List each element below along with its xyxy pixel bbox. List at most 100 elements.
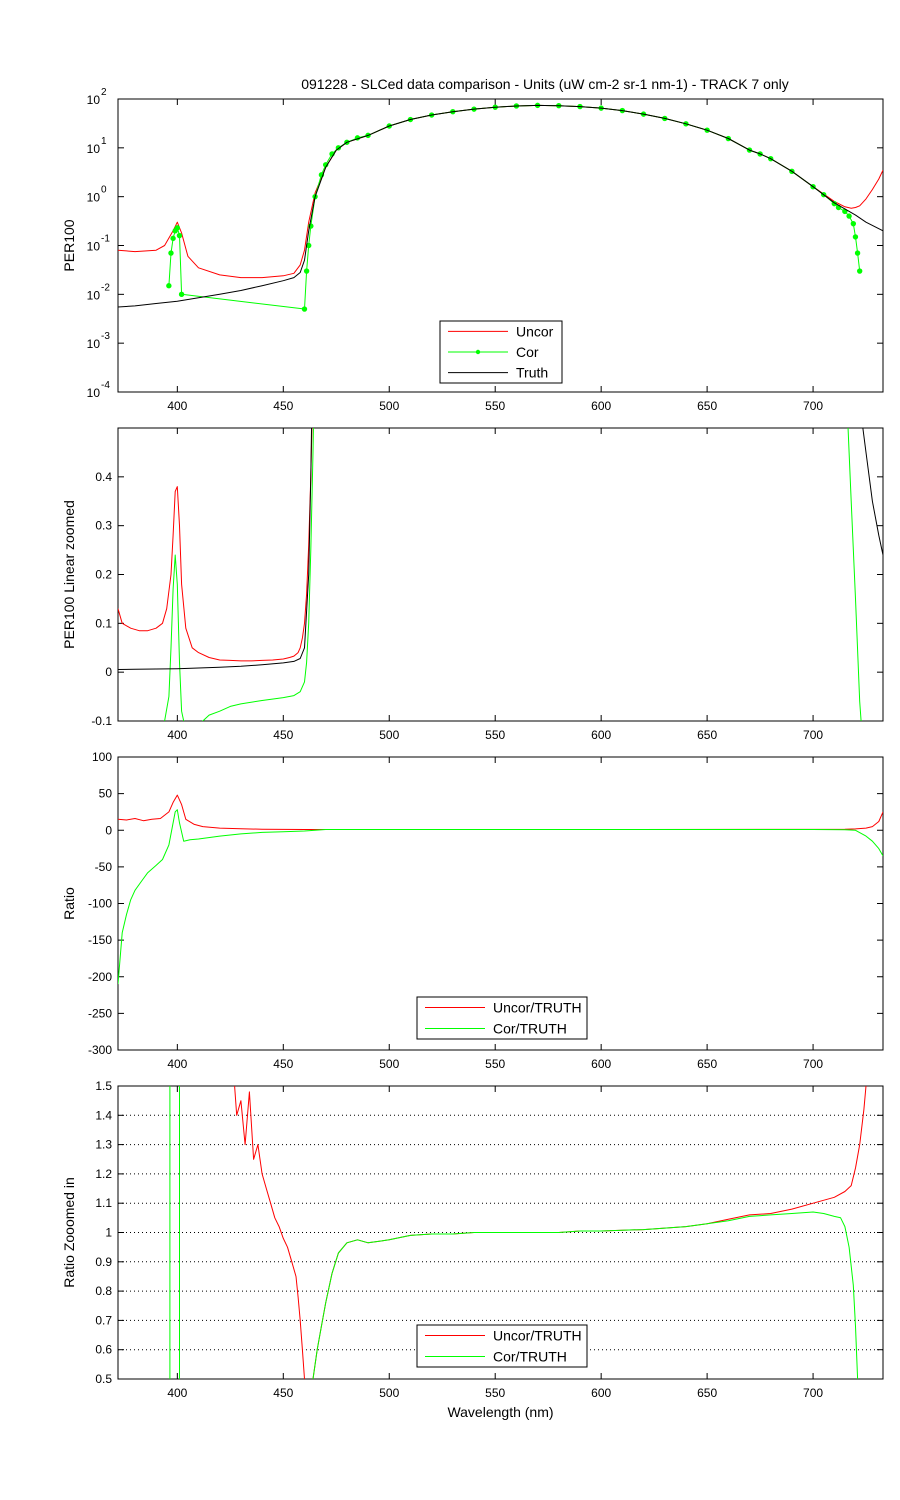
y-tick-label: 0.7 xyxy=(95,1313,112,1327)
y-tick-label: 10 xyxy=(87,191,101,205)
legend: Uncor/TRUTH Cor/TRUTH xyxy=(416,1324,588,1368)
x-tick-label: 650 xyxy=(697,399,717,413)
x-tick-label: 550 xyxy=(485,1057,505,1071)
legend-label: Cor/TRUTH xyxy=(493,1349,567,1365)
x-tick-label: 600 xyxy=(591,1386,611,1400)
y-tick-label: 1.2 xyxy=(95,1167,112,1181)
series-group xyxy=(118,102,883,312)
y-tick-label: -150 xyxy=(88,933,112,947)
legend-label: Uncor/TRUTH xyxy=(493,1000,582,1016)
y-tick-label: -300 xyxy=(88,1043,112,1057)
y-tick-label: 1.1 xyxy=(95,1196,112,1210)
series-marker-cor xyxy=(178,291,185,298)
x-tick-label: 400 xyxy=(167,728,187,742)
y-tick-label: 0.2 xyxy=(95,568,112,582)
y-tick-exponent: -2 xyxy=(101,282,110,293)
x-tick-label: 500 xyxy=(379,1386,399,1400)
x-tick-label: 550 xyxy=(485,399,505,413)
y-tick-label: 0.4 xyxy=(95,470,112,484)
x-tick-label: 400 xyxy=(167,1057,187,1071)
series-line-uncor-truth xyxy=(118,794,883,830)
series-marker-cor xyxy=(168,250,174,256)
x-tick-label: 450 xyxy=(273,1386,293,1400)
series-marker-cor xyxy=(170,235,176,242)
y-tick-label: -50 xyxy=(95,860,113,874)
axes-ratio: 400 450 500 550 600 650 700-300-250-200-150-10… xyxy=(61,750,884,1071)
series-line-uncor-truth xyxy=(234,1086,305,1379)
legend-marker xyxy=(475,349,481,355)
x-axis-label: Wavelength (nm) xyxy=(447,1404,553,1420)
series-marker-cor xyxy=(854,250,861,256)
series-line-truth xyxy=(118,428,313,670)
series-line-truth xyxy=(862,428,883,556)
y-tick-label: 0.1 xyxy=(95,616,112,630)
x-tick-label: 700 xyxy=(803,399,823,413)
y-tick-label: 10 xyxy=(87,288,101,302)
plot-area xyxy=(117,427,884,722)
y-tick-label: -250 xyxy=(88,1006,112,1020)
series-group xyxy=(118,428,883,721)
legend-label: Cor/TRUTH xyxy=(493,1021,567,1037)
y-tick-label: -200 xyxy=(88,970,112,984)
y-tick-label: 50 xyxy=(99,787,113,801)
y-axis-label: PER100 xyxy=(61,219,77,271)
series-marker-cor xyxy=(166,283,172,289)
y-axis-label: Ratio xyxy=(61,887,77,920)
x-tick-label: 600 xyxy=(591,728,611,742)
series-line-uncor xyxy=(118,428,313,662)
x-tick-label: 650 xyxy=(697,1057,717,1071)
x-tick-label: 700 xyxy=(803,1057,823,1071)
y-tick-label: -0.1 xyxy=(91,714,112,728)
series-line-cor-truth xyxy=(118,809,883,985)
x-tick-label: 550 xyxy=(485,1386,505,1400)
legend: Uncor Cor Truth xyxy=(439,320,563,384)
y-tick-label: 1.4 xyxy=(95,1108,112,1122)
axes-log-per100: 400 450 500 550 600 650 70010-410-310-210-1100… xyxy=(61,87,884,413)
y-tick-label: -100 xyxy=(88,897,112,911)
axes-ratio-zoomed: 400 450 500 550 600 650 700 0.5 0.6 0.7 0.8 0.9 1 1.1… xyxy=(61,1079,884,1420)
y-tick-label: 10 xyxy=(87,142,101,156)
legend-label: Uncor xyxy=(516,323,554,339)
y-tick-label: 0 xyxy=(105,665,112,679)
y-tick-label: 0.8 xyxy=(95,1284,112,1298)
x-tick-label: 550 xyxy=(485,728,505,742)
y-tick-label: 0.5 xyxy=(95,1372,112,1386)
series-group xyxy=(169,1086,867,1379)
series-marker-cor xyxy=(846,213,852,219)
series-marker-cor xyxy=(303,268,310,274)
legend: Uncor/TRUTH Cor/TRUTH xyxy=(416,996,588,1040)
series-marker-cor xyxy=(852,234,859,240)
y-tick-label: 0 xyxy=(105,823,112,837)
series-line-cor-truth xyxy=(312,1211,859,1379)
x-tick-label: 600 xyxy=(591,399,611,413)
y-tick-exponent: 0 xyxy=(101,185,107,196)
y-tick-exponent: -4 xyxy=(101,380,110,391)
x-tick-label: 600 xyxy=(591,1057,611,1071)
y-tick-label: 1.3 xyxy=(95,1138,112,1152)
series-marker-cor xyxy=(856,268,863,274)
x-tick-label: 700 xyxy=(803,1386,823,1400)
y-axis-label: PER100 Linear zoomed xyxy=(61,500,77,649)
x-tick-label: 650 xyxy=(697,1386,717,1400)
y-tick-label: 0.6 xyxy=(95,1343,112,1357)
legend-box xyxy=(416,1324,588,1368)
y-tick-label: 1 xyxy=(105,1226,112,1240)
y-tick-label: 10 xyxy=(87,337,101,351)
axes-linear-zoomed: 400 450 500 550 600 650 700 -0.1 0 0.1 0.2 0.3 0.4 PE… xyxy=(61,427,884,742)
figure-title: 091228 - SLCed data comparison - Units (… xyxy=(301,76,789,92)
y-axis-label: Ratio Zooomed in xyxy=(61,1177,77,1288)
y-tick-exponent: 1 xyxy=(101,136,107,147)
y-tick-label: 100 xyxy=(92,750,112,764)
series-line-cor xyxy=(847,428,862,721)
x-tick-label: 450 xyxy=(273,399,293,413)
x-tick-label: 700 xyxy=(803,728,823,742)
series-group xyxy=(118,794,883,985)
y-tick-label: 10 xyxy=(87,386,101,400)
x-tick-label: 500 xyxy=(379,1057,399,1071)
legend-box xyxy=(416,996,588,1040)
x-tick-label: 500 xyxy=(379,728,399,742)
legend-label: Truth xyxy=(516,365,548,381)
x-tick-label: 650 xyxy=(697,728,717,742)
x-tick-label: 400 xyxy=(167,1386,187,1400)
